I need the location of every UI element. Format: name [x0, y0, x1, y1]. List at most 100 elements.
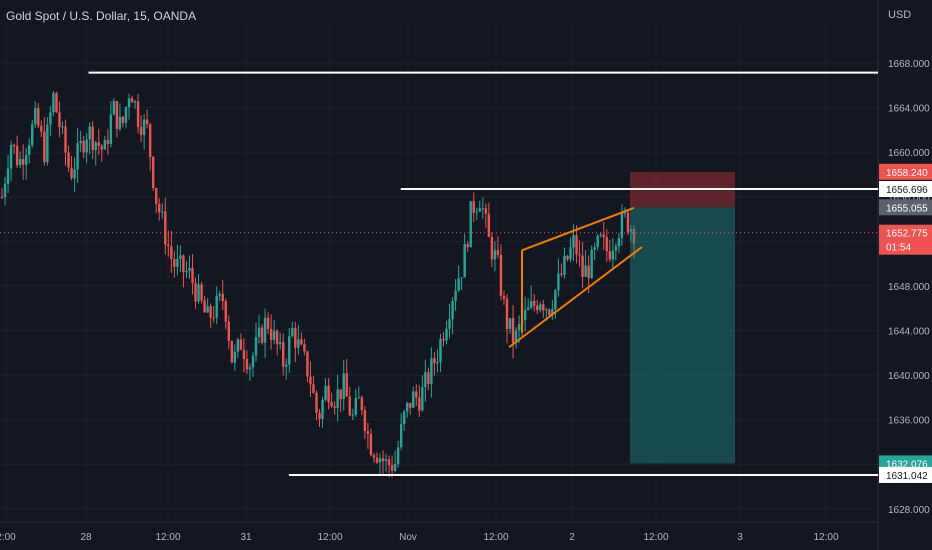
candle-body — [76, 142, 79, 170]
candle-body — [282, 342, 285, 367]
candle-body — [384, 459, 388, 462]
candle-body — [55, 93, 58, 113]
candle-body — [409, 402, 412, 408]
y-tick-label: 1640.000 — [888, 371, 930, 382]
candle-body — [182, 255, 185, 273]
candle-body — [279, 342, 282, 345]
y-tick-label: 1656.000 — [888, 193, 930, 204]
candle-body — [148, 124, 152, 158]
candle-body — [406, 402, 409, 412]
candle-body — [212, 317, 215, 319]
x-tick-label: 2:00 — [0, 532, 16, 543]
candle-body — [333, 406, 336, 408]
y-tick-label: 1648.000 — [888, 282, 930, 293]
candle-body — [620, 212, 624, 238]
candle-body — [584, 265, 587, 277]
candle-body — [239, 339, 243, 350]
candle-body — [12, 144, 16, 147]
candle-body — [272, 330, 276, 340]
candle-body — [133, 101, 137, 103]
candle-body — [514, 330, 518, 343]
candle-body — [581, 255, 584, 277]
candle-body — [475, 211, 478, 213]
candle-body — [106, 139, 110, 144]
candle-body — [24, 154, 28, 165]
candle-body — [357, 397, 361, 399]
candle-body — [554, 290, 557, 310]
candle-body — [9, 144, 13, 169]
candle-body — [49, 112, 52, 125]
candle-body — [454, 290, 457, 301]
candle-body — [402, 411, 406, 424]
candle-body — [421, 387, 424, 411]
candle-body — [430, 358, 433, 385]
candle-body — [291, 327, 294, 337]
candle-body — [572, 235, 575, 248]
candle-body — [145, 119, 149, 125]
candle-body — [442, 339, 445, 341]
candle-body — [15, 146, 19, 166]
candle-body — [372, 455, 376, 458]
candle-body — [115, 100, 119, 129]
candle-body — [545, 309, 548, 311]
candle-body — [412, 391, 415, 408]
x-tick-label: 12:00 — [813, 532, 838, 543]
candle-body — [590, 249, 593, 278]
candle-body — [233, 351, 237, 363]
candle-body — [40, 125, 43, 132]
candle-body — [602, 234, 605, 238]
candle-body — [242, 349, 246, 359]
candle-body — [363, 410, 367, 432]
candle-body — [611, 250, 615, 260]
candle-body — [248, 367, 252, 370]
candle-body — [542, 304, 545, 311]
candle-body — [31, 124, 34, 146]
candle-body — [393, 464, 397, 471]
candle-body — [387, 459, 391, 466]
candle-body — [294, 327, 297, 348]
candle-body — [536, 305, 539, 311]
candle-body — [21, 158, 25, 165]
x-tick-label: 12:00 — [317, 532, 342, 543]
candle-body — [460, 277, 463, 279]
candle-body — [251, 355, 255, 368]
candle-body — [526, 307, 530, 310]
candle-body — [469, 201, 472, 248]
candle-body — [312, 384, 315, 393]
candle-body — [369, 434, 373, 456]
candle-body — [67, 152, 70, 168]
candle-body — [275, 330, 279, 345]
y-tick-label: 1664.000 — [888, 104, 930, 115]
candle-body — [448, 319, 451, 329]
x-tick-label: 31 — [240, 532, 252, 543]
currency-label: USD — [888, 9, 912, 21]
candle-body — [415, 391, 418, 398]
candle-body — [0, 196, 4, 198]
candle-body — [100, 145, 103, 150]
y-tick-label: 1668.000 — [888, 59, 930, 70]
candle-body — [478, 208, 481, 212]
candle-body — [94, 142, 97, 151]
candle-body — [472, 201, 475, 213]
candle-body — [82, 140, 85, 153]
candle-body — [424, 372, 427, 388]
candle-body — [139, 126, 143, 136]
candle-body — [566, 255, 569, 260]
candle-body — [632, 228, 636, 244]
candle-body — [617, 237, 621, 247]
candle-body — [266, 317, 270, 329]
candle-body — [191, 267, 194, 284]
candle-body — [167, 244, 170, 247]
candle-body — [360, 397, 364, 411]
candle-body — [34, 108, 37, 125]
candle-body — [551, 309, 554, 315]
price-label-text: 1658.240 — [886, 168, 928, 179]
candle-body — [260, 327, 264, 343]
candle-body — [37, 108, 40, 126]
candle-body — [18, 158, 22, 166]
candle-body — [97, 142, 100, 146]
candle-body — [269, 328, 273, 340]
candle-body — [348, 396, 351, 416]
